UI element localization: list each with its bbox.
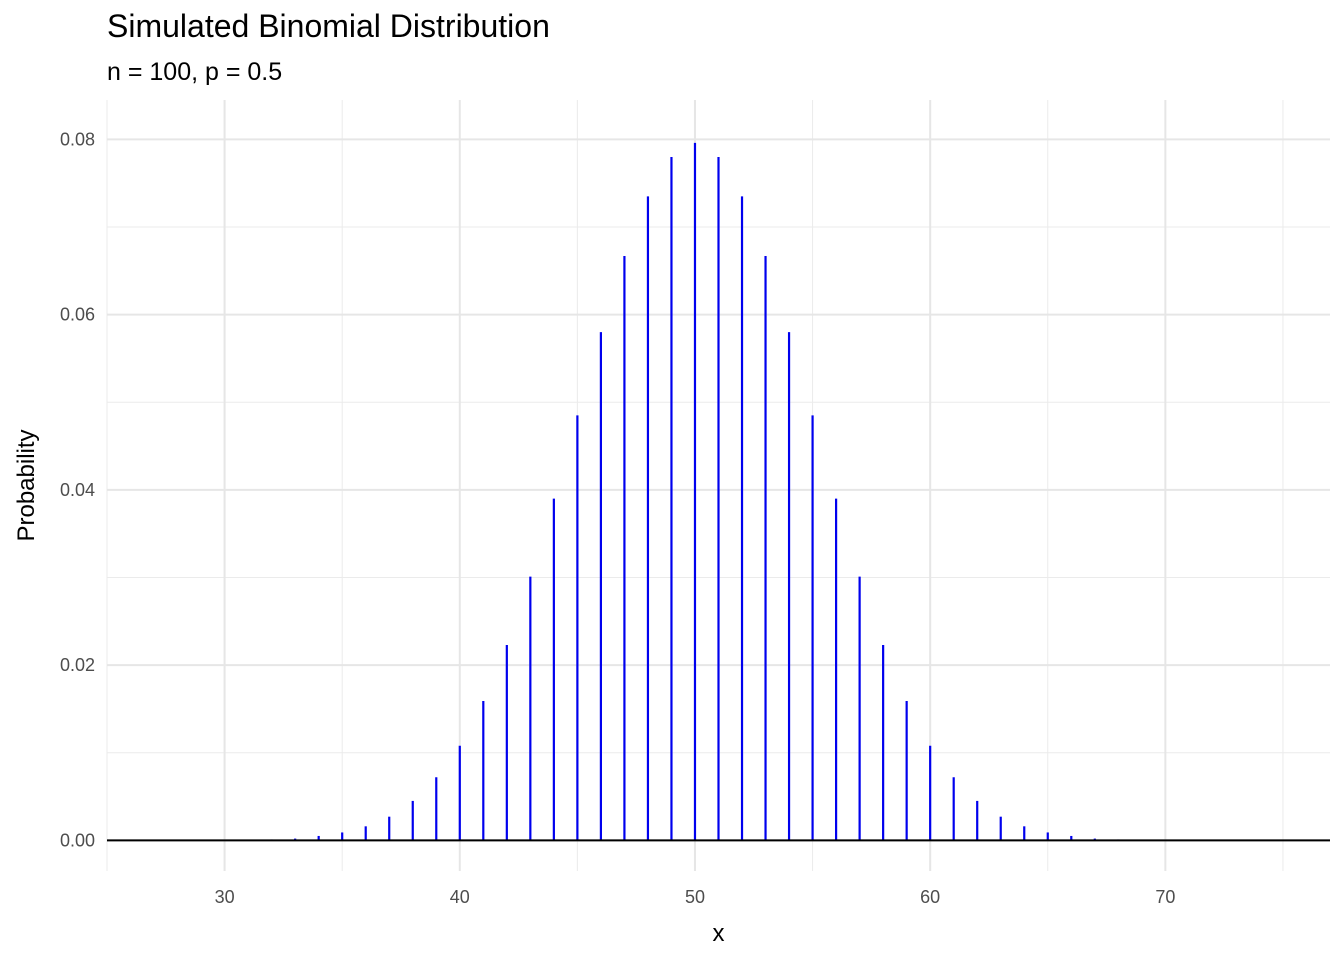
y-tick-label: 0.06 — [60, 305, 95, 325]
chart-title: Simulated Binomial Distribution — [107, 8, 550, 44]
probability-bars — [270, 142, 1120, 841]
x-tick-label: 60 — [920, 887, 940, 907]
x-tick-labels: 30 40 50 60 70 — [215, 887, 1176, 907]
x-tick-label: 30 — [215, 887, 235, 907]
y-tick-label: 0.08 — [60, 129, 95, 149]
chart-subtitle: n = 100, p = 0.5 — [107, 58, 283, 86]
x-tick-label: 40 — [450, 887, 470, 907]
y-tick-labels: 0.00 0.02 0.04 0.06 0.08 — [60, 129, 95, 850]
y-axis-label: Probability — [13, 429, 40, 541]
y-tick-label: 0.00 — [60, 830, 95, 850]
x-tick-label: 50 — [685, 887, 705, 907]
y-tick-label: 0.02 — [60, 655, 95, 675]
y-tick-label: 0.04 — [60, 480, 95, 500]
x-axis-label: x — [713, 920, 725, 947]
x-tick-label: 70 — [1155, 887, 1175, 907]
